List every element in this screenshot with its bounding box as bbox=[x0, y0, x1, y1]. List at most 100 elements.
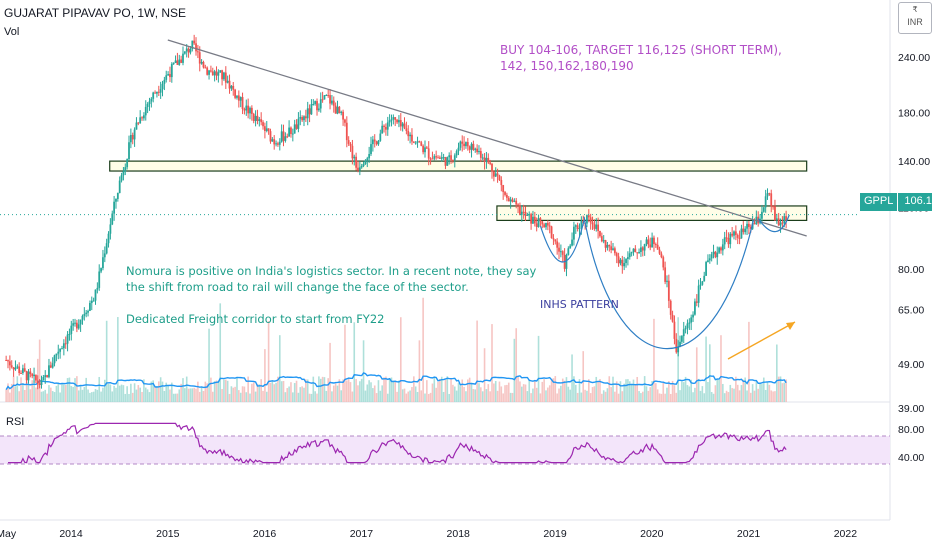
volume-label[interactable]: Vol bbox=[4, 26, 20, 38]
candle-body bbox=[256, 115, 259, 121]
support-zone bbox=[496, 205, 808, 222]
candle-body bbox=[92, 300, 95, 302]
volume-bar bbox=[723, 393, 726, 402]
volume-bar bbox=[226, 380, 229, 402]
volume-bar bbox=[243, 386, 246, 402]
volume-bar bbox=[532, 388, 534, 402]
candle-body bbox=[496, 173, 499, 176]
candle-body bbox=[679, 341, 681, 347]
volume-bar bbox=[399, 317, 402, 402]
candle-body bbox=[573, 226, 575, 240]
candle-body bbox=[757, 216, 760, 224]
volume-bar bbox=[487, 384, 490, 402]
volume-bar bbox=[148, 392, 151, 402]
volume-bar bbox=[506, 384, 508, 402]
candle-body bbox=[680, 336, 683, 342]
volume-bar bbox=[204, 381, 207, 402]
candle-body bbox=[124, 167, 127, 172]
pattern-label[interactable]: INHS PATTERN bbox=[540, 298, 619, 311]
candle-body bbox=[344, 119, 346, 123]
candle-body bbox=[5, 360, 8, 362]
candle-body bbox=[62, 343, 65, 349]
volume-bar bbox=[725, 390, 728, 402]
volume-bar bbox=[424, 393, 426, 402]
candle-body bbox=[550, 226, 553, 239]
volume-bar bbox=[606, 388, 609, 402]
volume-bar bbox=[429, 392, 432, 402]
candle-body bbox=[35, 374, 37, 381]
symbol-title[interactable]: GUJARAT PIPAVAV PO, 1W, NSE bbox=[4, 6, 187, 20]
volume-bar bbox=[329, 342, 331, 402]
candle-body bbox=[452, 159, 454, 161]
news-annotation[interactable]: Nomura is positive on India's logistics … bbox=[126, 263, 546, 343]
volume-bar bbox=[446, 376, 449, 402]
candle-body bbox=[742, 228, 745, 233]
candle-body bbox=[284, 136, 287, 141]
candle-body bbox=[424, 147, 426, 153]
right-shoulder-curve bbox=[757, 214, 790, 233]
candle-body bbox=[654, 244, 657, 246]
volume-bar bbox=[422, 297, 424, 402]
volume-bar bbox=[213, 381, 216, 402]
volume-bar bbox=[265, 391, 268, 402]
candle-body bbox=[762, 207, 765, 212]
volume-bar bbox=[463, 387, 465, 402]
volume-bar bbox=[705, 336, 707, 402]
candle-body bbox=[301, 116, 304, 121]
volume-bar bbox=[271, 380, 274, 402]
volume-bar bbox=[64, 385, 67, 402]
candle-body bbox=[290, 127, 292, 134]
rsi-band bbox=[0, 436, 890, 464]
volume-bar bbox=[709, 344, 711, 402]
candle-body bbox=[675, 338, 678, 353]
volume-bar bbox=[70, 386, 73, 402]
candle-body bbox=[46, 375, 48, 378]
volume-bar bbox=[547, 387, 549, 402]
candle-body bbox=[85, 312, 88, 314]
volume-bar bbox=[582, 351, 585, 402]
candle-body bbox=[777, 218, 780, 226]
volume-bar bbox=[262, 390, 264, 402]
volume-bar bbox=[556, 393, 558, 402]
candle-body bbox=[74, 322, 76, 324]
candle-body bbox=[682, 329, 685, 337]
candle-body bbox=[526, 214, 529, 216]
candle-body bbox=[694, 301, 696, 315]
volume-bar bbox=[580, 392, 583, 402]
candle-body bbox=[528, 214, 531, 216]
candle-body bbox=[360, 166, 363, 168]
volume-bar bbox=[500, 386, 503, 402]
candle-body bbox=[126, 159, 129, 168]
volume-bar bbox=[595, 376, 598, 402]
candle-body bbox=[461, 141, 464, 144]
candle-body bbox=[25, 371, 28, 381]
candle-body bbox=[476, 148, 479, 153]
currency-button[interactable]: ₹ INR bbox=[898, 2, 932, 34]
volume-bar bbox=[305, 379, 307, 402]
volume-bar bbox=[617, 393, 620, 402]
candle-body bbox=[390, 119, 393, 121]
buy-line-2: 142, 150,162,180,190 bbox=[500, 59, 634, 73]
candle-body bbox=[468, 146, 471, 150]
candle-body bbox=[304, 116, 307, 119]
rsi-label[interactable]: RSI bbox=[6, 416, 25, 428]
volume-bar bbox=[295, 380, 298, 402]
candle-body bbox=[444, 157, 447, 166]
volume-bar bbox=[278, 335, 281, 402]
volume-bar bbox=[619, 381, 622, 402]
volume-bar bbox=[319, 378, 322, 402]
volume-bar bbox=[247, 376, 249, 402]
candle-body bbox=[688, 322, 691, 324]
buy-annotation[interactable]: BUY 104-106, TARGET 116,125 (SHORT TERM)… bbox=[500, 42, 782, 74]
candle-body bbox=[537, 218, 540, 228]
volume-bar bbox=[351, 391, 354, 402]
candle-body bbox=[7, 360, 9, 362]
volume-bar bbox=[51, 391, 54, 402]
candle-body bbox=[208, 70, 210, 75]
volume-bar bbox=[323, 377, 326, 402]
volume-bar bbox=[161, 381, 164, 402]
candle-body bbox=[513, 200, 516, 202]
candle-body bbox=[154, 92, 156, 94]
volume-bar bbox=[122, 385, 125, 402]
candle-body bbox=[478, 151, 480, 153]
